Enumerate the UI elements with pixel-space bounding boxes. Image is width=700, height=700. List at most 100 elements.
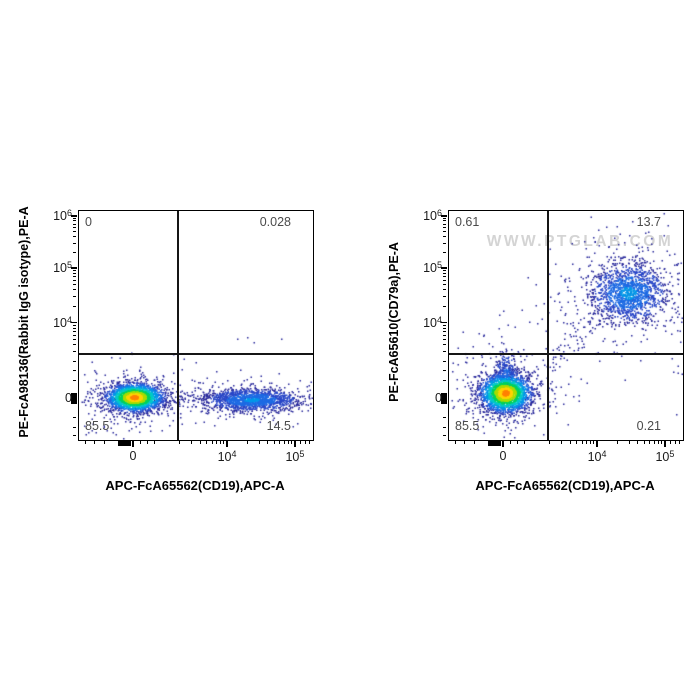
- axis-tick: [443, 289, 447, 291]
- plot-area: WWW.PTGLAB.COM 0.61 13.7 85.5 0.21: [448, 210, 684, 441]
- axis-tick: [657, 440, 659, 444]
- axis-tick: [443, 226, 447, 228]
- axis-tick: [73, 351, 77, 353]
- quadrant-stat-upper-left: 0.61: [455, 215, 480, 229]
- axis-tick: [223, 440, 225, 444]
- axis-tick: [73, 269, 77, 271]
- axis-tick: [73, 360, 77, 362]
- axis-tick: [443, 231, 447, 233]
- quadrant-gate-horizontal-line: [79, 353, 313, 356]
- axis-tick: [94, 440, 96, 444]
- y-tick-label: 0: [65, 390, 72, 405]
- axis-tick: [443, 275, 447, 277]
- axis-tick: [73, 417, 77, 419]
- axis-tick: [628, 440, 630, 444]
- y-tick-label: 106: [53, 207, 72, 223]
- axis-tick: [443, 305, 447, 307]
- axis-tick: [643, 440, 645, 444]
- x-tick-label: 0: [129, 449, 137, 463]
- axis-tick: [73, 434, 77, 436]
- axis-tick: [267, 440, 269, 444]
- axis-tick: [443, 351, 447, 353]
- axis-tick: [443, 236, 447, 238]
- axis-tick: [117, 440, 132, 446]
- axis-tick: [593, 440, 595, 444]
- axis-tick: [304, 440, 306, 444]
- axis-tick: [73, 226, 77, 228]
- axis-tick: [443, 269, 447, 271]
- axis-tick: [616, 440, 618, 444]
- axis-tick: [73, 236, 77, 238]
- axis-tick: [258, 440, 260, 444]
- quadrant-stat-lower-left: 85.5: [455, 419, 480, 433]
- axis-tick: [509, 440, 511, 444]
- axis-tick: [443, 251, 447, 253]
- axis-tick: [474, 440, 476, 444]
- axis-tick: [516, 440, 518, 444]
- axis-tick: [73, 334, 77, 336]
- axis-tick: [73, 380, 77, 382]
- axis-tick: [179, 440, 181, 444]
- axis-tick: [440, 215, 447, 217]
- quadrant-gate-vertical-line: [177, 211, 180, 440]
- axis-tick: [216, 440, 218, 444]
- axis-tick: [443, 434, 447, 436]
- axis-tick: [649, 440, 651, 444]
- axis-tick: [283, 440, 285, 444]
- axis-tick: [73, 327, 77, 329]
- axis-tick: [73, 305, 77, 307]
- axis-tick: [589, 440, 591, 444]
- y-tick-label: 104: [53, 314, 72, 330]
- axis-tick: [443, 327, 447, 329]
- axis-tick: [670, 440, 672, 444]
- axis-tick: [104, 440, 106, 444]
- axis-tick: [73, 296, 77, 298]
- axis-tick: [664, 440, 666, 447]
- y-tick-label: 104: [423, 314, 442, 330]
- axis-tick: [73, 272, 77, 274]
- axis-tick: [443, 338, 447, 340]
- axis-tick: [443, 426, 447, 428]
- axis-tick: [464, 440, 466, 444]
- axis-tick: [279, 440, 281, 444]
- axis-tick: [273, 440, 275, 444]
- axis-tick: [523, 440, 525, 444]
- axis-tick: [191, 440, 193, 444]
- axis-tick: [73, 324, 77, 326]
- axis-tick: [487, 440, 502, 446]
- x-tick-label: 105: [285, 449, 305, 464]
- axis-tick: [294, 440, 296, 447]
- axis-tick: [73, 231, 77, 233]
- scatter-canvas: [79, 211, 313, 440]
- y-tick-label: 105: [423, 259, 442, 275]
- axis-tick: [73, 289, 77, 291]
- axis-tick: [73, 275, 77, 277]
- quadrant-gate-horizontal-line: [449, 353, 683, 356]
- quadrant-stat-lower-left: 85.5: [85, 419, 110, 433]
- scatter-canvas: [449, 211, 683, 440]
- axis-tick: [226, 440, 228, 447]
- axis-tick: [661, 440, 663, 444]
- axis-tick: [443, 369, 447, 371]
- axis-tick: [443, 360, 447, 362]
- axis-tick: [291, 440, 293, 444]
- x-axis-title: APC-FcA65562(CD19),APC-A: [105, 478, 285, 493]
- axis-tick: [73, 330, 77, 332]
- axis-tick: [300, 440, 302, 444]
- axis-tick: [443, 283, 447, 285]
- axis-tick: [73, 283, 77, 285]
- axis-tick: [440, 322, 447, 324]
- axis-tick: [443, 334, 447, 336]
- axis-tick: [674, 440, 676, 444]
- axis-tick: [73, 251, 77, 253]
- x-tick-label: 105: [655, 449, 675, 464]
- panel-isotype-control: PE-FcA98136(Rabbit IgG isotype),PE-A 0 0…: [0, 0, 330, 700]
- axis-tick: [443, 217, 447, 219]
- plot-area: 0 0.028 85.5 14.5: [78, 210, 314, 441]
- axis-tick: [73, 369, 77, 371]
- axis-tick: [73, 344, 77, 346]
- axis-tick: [443, 272, 447, 274]
- y-tick-label: 105: [53, 259, 72, 275]
- quadrant-stat-upper-right: 0.028: [259, 215, 291, 229]
